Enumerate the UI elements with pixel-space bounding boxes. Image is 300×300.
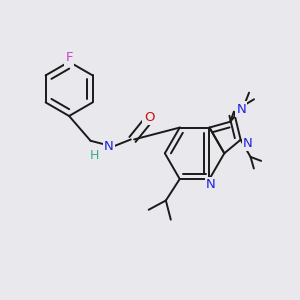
Text: N: N (104, 140, 114, 153)
Text: O: O (144, 111, 154, 124)
Text: N: N (104, 140, 114, 153)
Text: H: H (90, 149, 100, 162)
Text: F: F (65, 51, 73, 64)
Text: N: N (243, 136, 253, 150)
Text: N: N (243, 136, 253, 150)
Text: N: N (236, 103, 246, 116)
Text: N: N (236, 103, 246, 116)
Text: O: O (144, 111, 154, 124)
Text: N: N (206, 178, 216, 191)
Text: F: F (65, 51, 73, 64)
Text: H: H (90, 149, 100, 162)
Text: N: N (206, 178, 216, 191)
